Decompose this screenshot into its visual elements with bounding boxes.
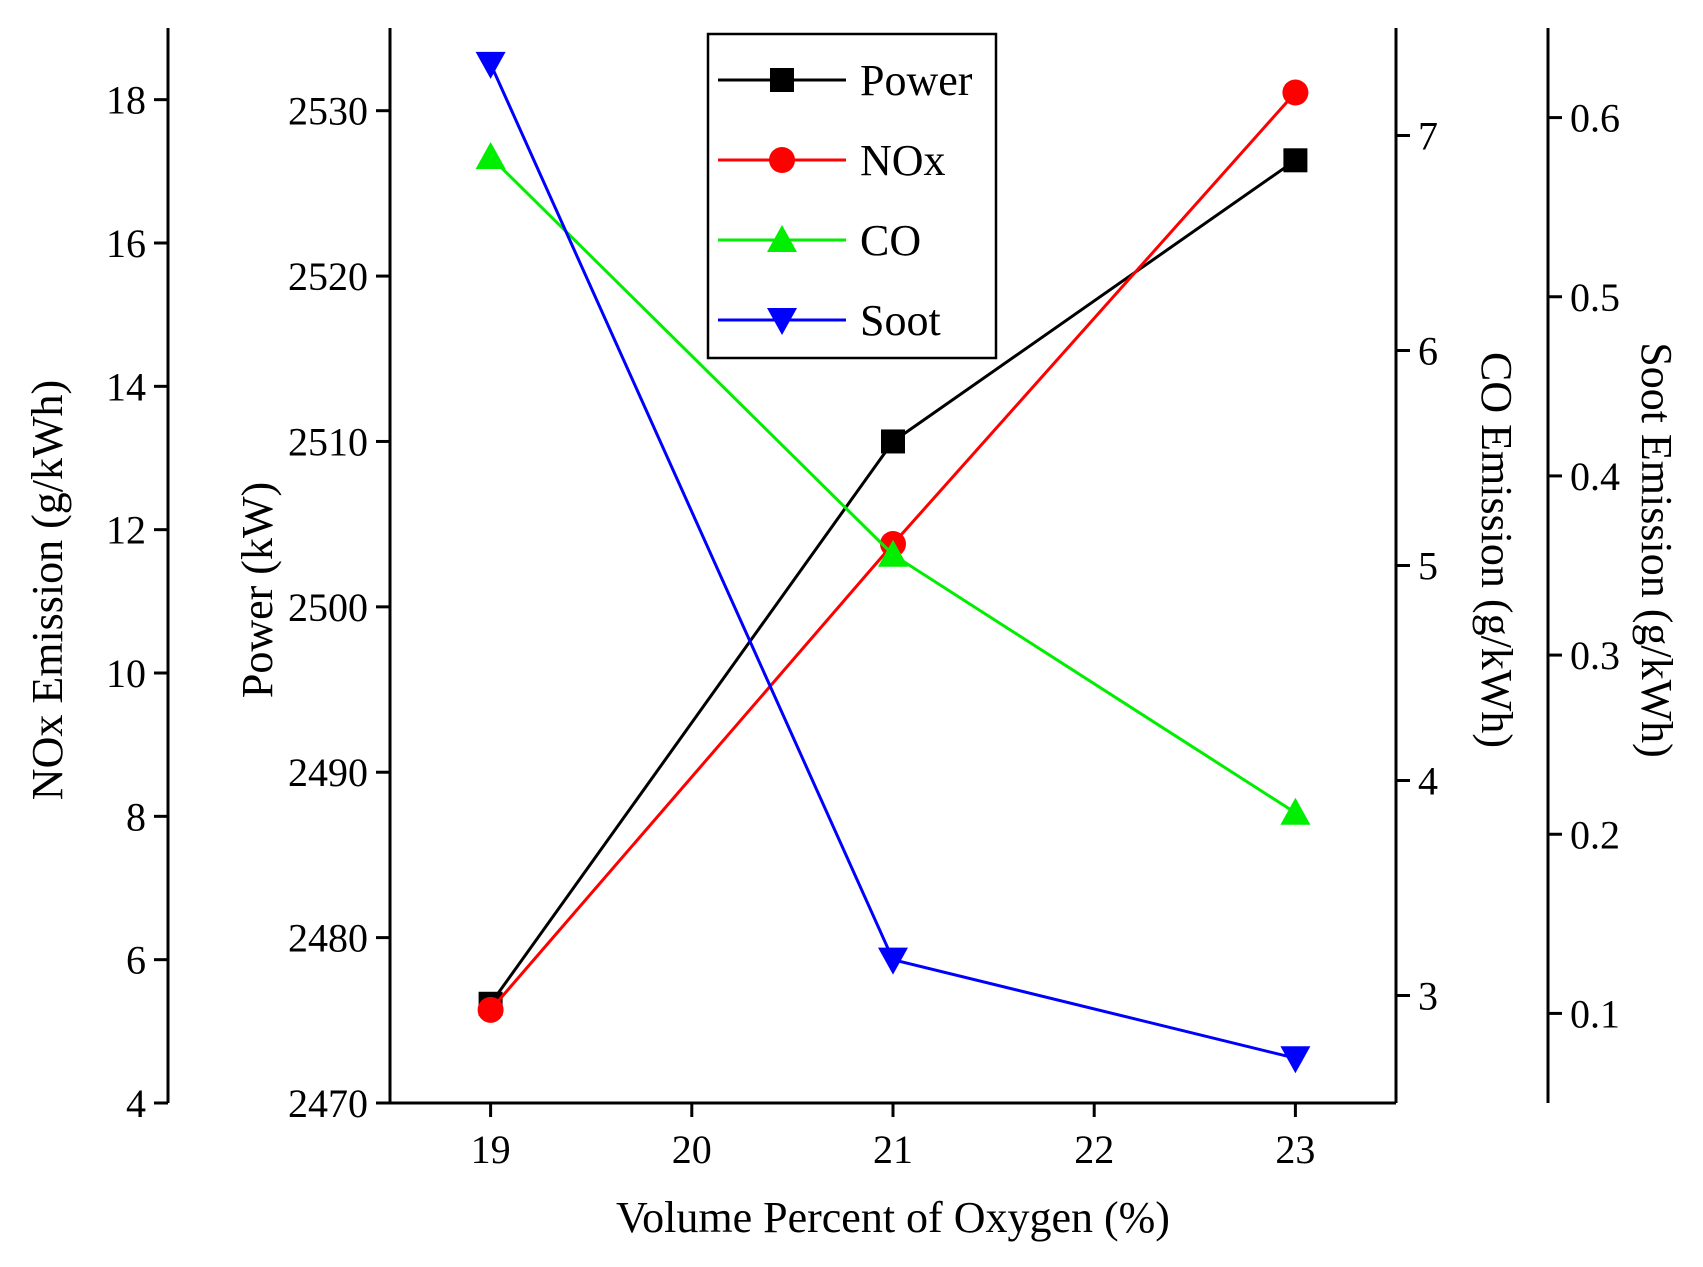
legend-marker-nox xyxy=(769,147,795,173)
power-tick-label: 2520 xyxy=(288,254,368,299)
co-data-point xyxy=(475,142,506,169)
legend-label-soot: Soot xyxy=(860,296,941,345)
series-layer xyxy=(475,51,1311,1074)
co-tick-label: 4 xyxy=(1418,759,1438,804)
co-axis-title: CO Emission (g/kWh) xyxy=(1472,352,1521,748)
nox-tick-label: 4 xyxy=(126,1081,146,1126)
power-data-point xyxy=(1283,148,1308,173)
soot-axis-title: Soot Emission (g/kWh) xyxy=(1632,342,1681,758)
power-axis-title: Power (kW) xyxy=(233,482,282,698)
legend-marker-power xyxy=(770,68,794,92)
co-tick-label: 6 xyxy=(1418,329,1438,374)
x-tick-label: 20 xyxy=(672,1127,712,1172)
power-tick-label: 2530 xyxy=(288,89,368,134)
nox-tick-label: 8 xyxy=(126,794,146,839)
soot-data-point xyxy=(1280,1046,1311,1074)
soot-tick-label: 0.6 xyxy=(1570,96,1620,141)
soot-tick-label: 0.1 xyxy=(1570,991,1620,1036)
co-data-point xyxy=(1280,797,1311,825)
co-tick-label: 5 xyxy=(1418,544,1438,589)
power-tick-label: 2510 xyxy=(288,419,368,464)
legend-box xyxy=(706,32,998,360)
legend-marker-co xyxy=(767,225,797,252)
nox-tick-label: 18 xyxy=(106,78,146,123)
x-tick-label: 22 xyxy=(1074,1127,1114,1172)
power-tick-label: 2470 xyxy=(288,1081,368,1126)
nox-tick-label: 12 xyxy=(106,508,146,553)
nox-tick-label: 10 xyxy=(106,651,146,696)
co-data-point xyxy=(878,539,908,567)
power-tick-label: 2490 xyxy=(288,750,368,795)
axes-layer: 19 20 21 22 23 Volume Percent of Oxygen (%) 4 6… xyxy=(23,28,1681,1242)
co-tick-label: 3 xyxy=(1418,974,1438,1019)
soot-tick-label: 0.5 xyxy=(1570,275,1620,320)
soot-tick-label: 0.4 xyxy=(1570,454,1620,499)
co-tick-label: 7 xyxy=(1418,114,1438,159)
nox-tick-label: 6 xyxy=(126,938,146,983)
x-tick-label: 21 xyxy=(873,1127,913,1172)
nox-data-point xyxy=(477,996,504,1023)
legend-label-co: CO xyxy=(860,216,921,265)
nox-axis-title: NOx Emission (g/kWh) xyxy=(23,380,72,800)
soot-tick-label: 0.3 xyxy=(1570,633,1620,678)
soot-tick-label: 0.2 xyxy=(1570,812,1620,857)
nox-data-point xyxy=(1282,79,1309,106)
power-data-point xyxy=(881,429,905,454)
legend-label-nox: NOx xyxy=(860,136,946,185)
x-tick-label: 23 xyxy=(1275,1127,1315,1172)
legend-marker-soot xyxy=(767,308,797,335)
power-tick-label: 2480 xyxy=(288,916,368,961)
nox-tick-label: 16 xyxy=(106,221,146,266)
legend-label-power: Power xyxy=(860,56,973,105)
soot-data-point xyxy=(878,947,908,975)
x-tick-label: 19 xyxy=(471,1127,511,1172)
x-axis-title: Volume Percent of Oxygen (%) xyxy=(616,1193,1170,1242)
soot-data-point xyxy=(475,51,506,79)
legend: Power NOx CO Soot xyxy=(706,32,998,360)
power-tick-label: 2500 xyxy=(288,585,368,630)
nox-tick-label: 14 xyxy=(106,364,146,409)
